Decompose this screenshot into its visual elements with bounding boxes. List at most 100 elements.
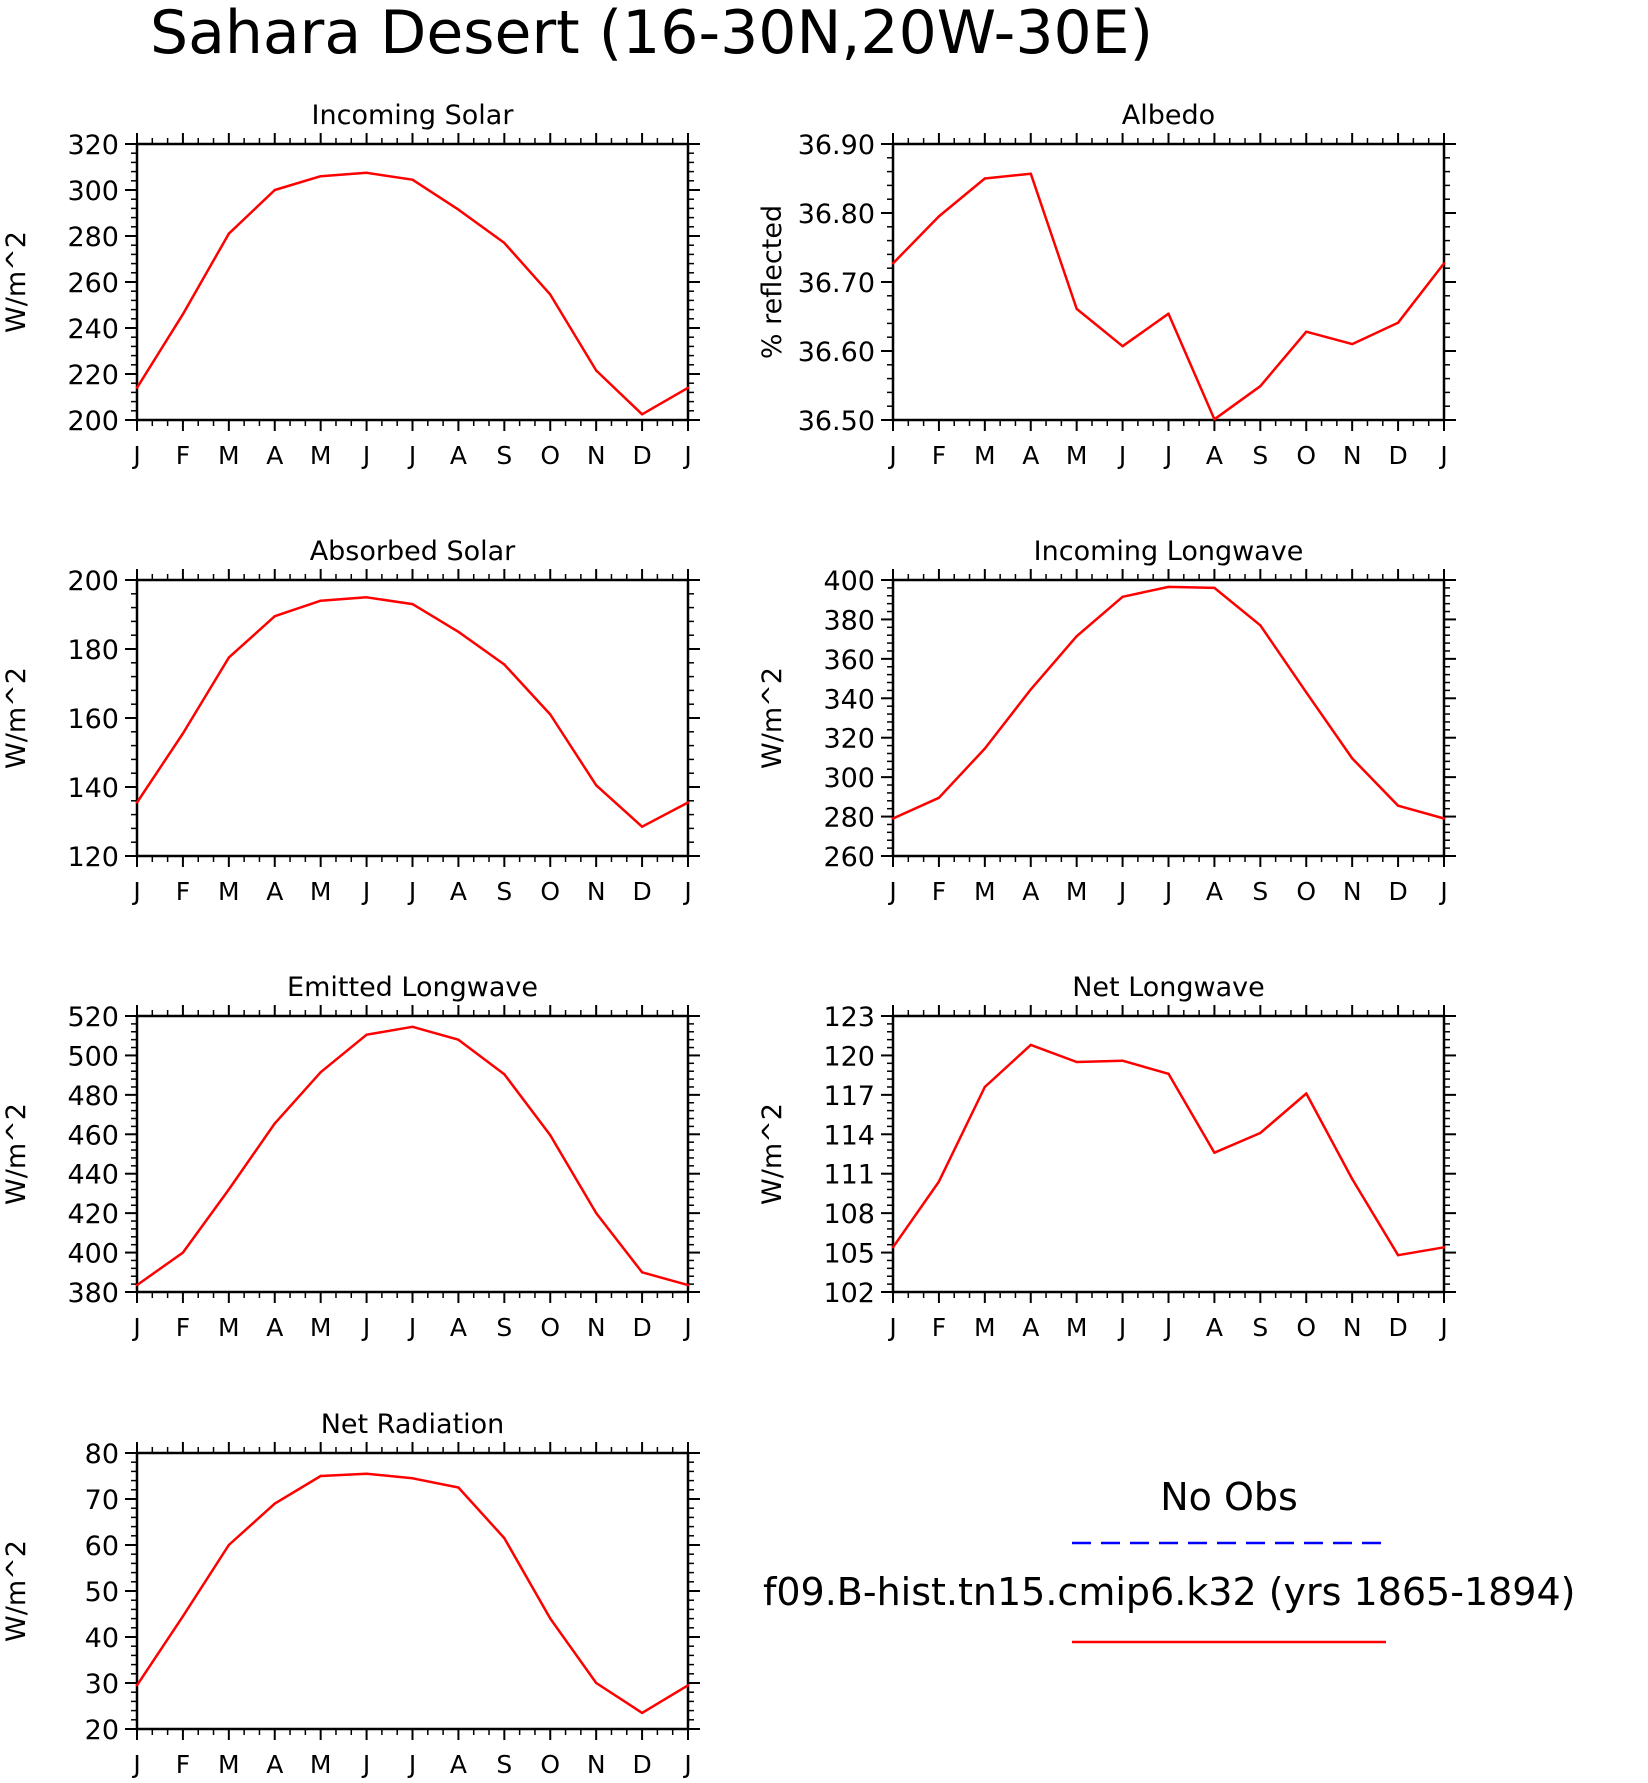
x-tick-label: J: [1438, 877, 1447, 906]
x-tick-label: O: [540, 1313, 560, 1342]
data-point: [503, 1536, 506, 1540]
x-tick-label: J: [407, 1313, 416, 1342]
data-point: [686, 386, 690, 389]
data-point: [549, 1617, 552, 1620]
data-point: [595, 1211, 598, 1215]
legend-label-obs: No Obs: [1160, 1475, 1298, 1519]
x-tick-label: M: [1066, 1313, 1088, 1342]
x-tick-label: O: [1296, 441, 1316, 470]
x-tick-label: D: [632, 441, 651, 470]
data-point: [319, 175, 322, 178]
series-line: [135, 171, 689, 416]
x-tick-label: D: [632, 877, 651, 906]
x-tick-label: M: [218, 877, 240, 906]
data-point: [411, 1477, 414, 1480]
y-tick-label: 520: [67, 1002, 119, 1033]
series-line: [891, 1043, 1445, 1257]
panel-title: Emitted Longwave: [287, 972, 538, 1003]
y-tick-label: 420: [67, 1199, 119, 1230]
x-tick-label: J: [131, 441, 140, 470]
legend-label-model: f09.B-hist.tn15.cmip6.k32 (yrs 1865-1894…: [763, 1570, 1575, 1614]
data-point: [1213, 586, 1216, 590]
x-tick-label: A: [266, 1750, 283, 1779]
y-tick-label: 220: [67, 360, 119, 391]
data-point: [1259, 1131, 1262, 1135]
y-tick-label: 120: [67, 842, 119, 873]
x-tick-label: O: [540, 877, 560, 906]
data-point: [181, 313, 185, 316]
x-tick-label: A: [1022, 877, 1039, 906]
x-tick-label: J: [682, 441, 691, 470]
x-tick-label: J: [131, 877, 140, 906]
data-point: [549, 713, 552, 716]
x-tick-label: M: [974, 441, 996, 470]
x-tick-label: O: [540, 1750, 560, 1779]
plot-frame: [135, 578, 690, 858]
data-point: [1075, 635, 1078, 638]
x-tick-label: N: [587, 1750, 606, 1779]
data-point: [1075, 307, 1078, 311]
x-tick-label: J: [407, 877, 416, 906]
data-point: [227, 1188, 230, 1191]
x-tick-label: M: [218, 1750, 240, 1779]
x-tick-label: A: [266, 877, 283, 906]
data-point: [503, 1073, 506, 1076]
x-tick-label: J: [407, 1750, 416, 1779]
y-tick-label: 480: [67, 1081, 119, 1112]
data-point: [1213, 418, 1216, 421]
data-point: [549, 1134, 552, 1137]
x-tick-label: J: [1438, 1313, 1447, 1342]
data-point: [457, 1038, 460, 1041]
data-point: [457, 208, 460, 211]
series-line: [135, 1472, 689, 1715]
series-line: [135, 596, 689, 828]
x-tick-label: J: [1117, 877, 1126, 906]
x-tick-label: F: [932, 441, 946, 470]
x-tick-label: M: [218, 441, 240, 470]
data-point: [1259, 385, 1262, 388]
y-axis-label: W/m^2: [1, 1540, 32, 1642]
x-tick-label: J: [682, 1750, 691, 1779]
y-tick-label: 30: [85, 1669, 119, 1700]
x-tick-label: J: [1163, 877, 1172, 906]
x-tick-label: M: [974, 877, 996, 906]
panel-title: Net Radiation: [321, 1409, 505, 1440]
x-tick-label: N: [587, 877, 606, 906]
x-tick-label: D: [632, 1313, 651, 1342]
data-point: [1213, 1151, 1216, 1154]
series-line: [892, 172, 1445, 421]
data-point: [319, 1071, 322, 1074]
data-point: [983, 177, 986, 180]
y-tick-label: 280: [823, 803, 875, 834]
y-tick-label: 120: [823, 1041, 875, 1072]
data-point: [319, 1474, 322, 1478]
data-point: [227, 232, 230, 235]
data-point: [595, 1681, 598, 1685]
chart-panel: J F M A M J J A S O N D J102105108111114117120123Net…: [757, 972, 1456, 1342]
data-point: [411, 1025, 414, 1029]
y-tick-label: 280: [67, 222, 119, 253]
data-point: [135, 1684, 139, 1687]
x-tick-label: J: [361, 1750, 370, 1779]
y-axis-label: W/m^2: [757, 667, 788, 769]
y-tick-label: 400: [823, 566, 875, 597]
x-tick-label: M: [1066, 441, 1088, 470]
y-tick-label: 360: [823, 645, 875, 676]
x-tick-label: F: [176, 1750, 190, 1779]
data-point: [1167, 312, 1170, 315]
data-point: [1442, 1246, 1446, 1249]
x-tick-label: A: [1206, 877, 1223, 906]
x-tick-label: F: [932, 877, 946, 906]
y-tick-label: 111: [823, 1160, 875, 1191]
data-point: [1167, 585, 1170, 589]
data-point: [891, 262, 895, 265]
data-point: [1029, 688, 1033, 691]
plot-frame: [891, 1014, 1446, 1294]
x-tick-label: F: [176, 1313, 190, 1342]
data-point: [1121, 1059, 1124, 1062]
x-tick-label: N: [1343, 877, 1362, 906]
data-point: [457, 630, 460, 633]
x-tick-label: J: [131, 1750, 140, 1779]
x-tick-label: F: [932, 1313, 946, 1342]
